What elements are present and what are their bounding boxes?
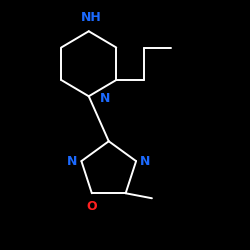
Text: N: N bbox=[100, 92, 110, 105]
Text: N: N bbox=[67, 154, 78, 168]
Text: O: O bbox=[86, 200, 97, 213]
Text: NH: NH bbox=[81, 11, 102, 24]
Text: N: N bbox=[140, 154, 150, 168]
